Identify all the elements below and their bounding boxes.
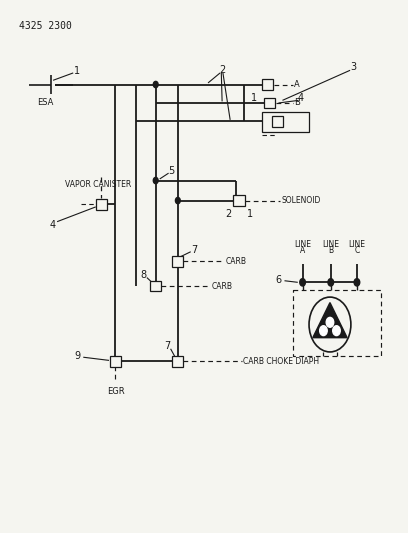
Circle shape (326, 317, 334, 327)
Bar (262, 79, 273, 90)
Text: 9: 9 (74, 351, 80, 361)
Text: LINE: LINE (322, 240, 339, 249)
Text: 2: 2 (219, 65, 225, 75)
Text: C: C (294, 117, 299, 126)
Text: EGR: EGR (106, 387, 124, 396)
Bar (272, 116, 283, 127)
Text: SOLENOID: SOLENOID (266, 117, 305, 126)
Text: LINE: LINE (294, 240, 311, 249)
Circle shape (309, 297, 351, 352)
Text: 3: 3 (350, 62, 356, 72)
Text: 1: 1 (251, 93, 257, 103)
Circle shape (153, 82, 158, 88)
Text: 4: 4 (50, 220, 56, 230)
Text: 7: 7 (191, 245, 197, 255)
Text: LINE: LINE (348, 240, 366, 249)
Text: 8: 8 (141, 270, 147, 280)
Text: 2: 2 (225, 209, 231, 219)
Text: 1: 1 (247, 209, 253, 219)
Circle shape (320, 326, 327, 336)
Bar (150, 281, 161, 292)
Text: B: B (294, 99, 299, 108)
Circle shape (354, 279, 360, 286)
Bar (96, 199, 107, 209)
Circle shape (328, 279, 334, 286)
Text: 4: 4 (297, 93, 304, 103)
Polygon shape (313, 303, 347, 338)
Bar (110, 356, 121, 367)
Text: ESA: ESA (37, 99, 53, 108)
Text: 7: 7 (165, 341, 171, 351)
Text: B: B (328, 246, 333, 255)
Bar (233, 195, 245, 206)
Text: 6: 6 (275, 274, 282, 285)
Text: C: C (354, 246, 359, 255)
Text: A: A (294, 80, 299, 89)
Circle shape (153, 177, 158, 184)
Text: CARB CHOKE DIAPH: CARB CHOKE DIAPH (244, 357, 319, 366)
Bar (264, 98, 275, 108)
Text: CARB: CARB (211, 281, 232, 290)
Text: 1: 1 (74, 66, 80, 76)
Text: VAPOR CANISTER: VAPOR CANISTER (65, 180, 131, 189)
Bar (262, 112, 308, 132)
Text: 5: 5 (169, 166, 175, 176)
Circle shape (175, 197, 180, 204)
Circle shape (333, 326, 340, 336)
Text: A: A (300, 246, 305, 255)
Text: 4325 2300: 4325 2300 (19, 21, 72, 31)
Bar (172, 356, 184, 367)
Bar (172, 256, 184, 266)
Circle shape (300, 279, 306, 286)
Text: SOLENOID: SOLENOID (282, 196, 321, 205)
Text: CARB: CARB (225, 257, 246, 266)
